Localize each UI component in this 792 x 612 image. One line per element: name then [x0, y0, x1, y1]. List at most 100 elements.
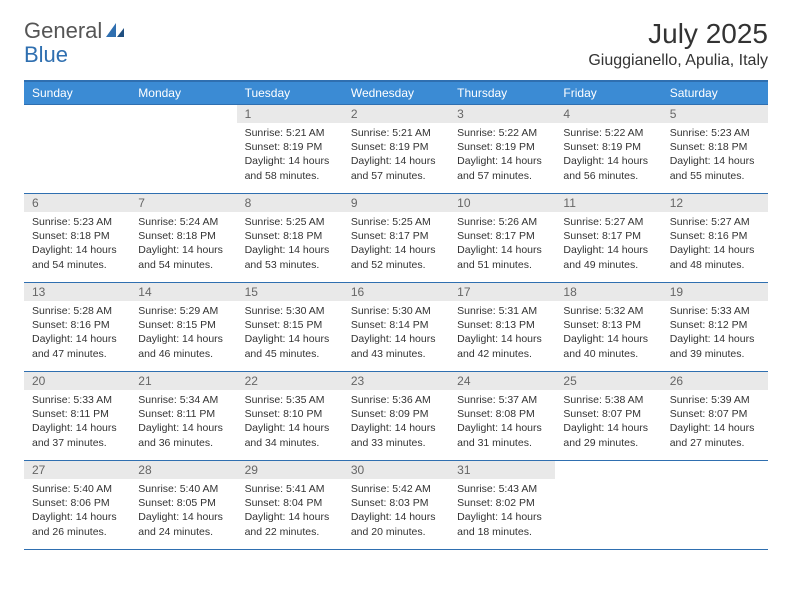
cell-body: Sunrise: 5:37 AMSunset: 8:08 PMDaylight:…: [449, 390, 555, 456]
sunset-text: Sunset: 8:19 PM: [245, 140, 335, 154]
sunrise-text: Sunrise: 5:29 AM: [138, 304, 228, 318]
sunset-text: Sunset: 8:07 PM: [563, 407, 653, 421]
sunset-text: Sunset: 8:02 PM: [457, 496, 547, 510]
calendar-bottom-border: [24, 549, 768, 550]
calendar-cell: 30Sunrise: 5:42 AMSunset: 8:03 PMDayligh…: [343, 461, 449, 549]
daylight-text: Daylight: 14 hours and 39 minutes.: [670, 332, 760, 360]
sunset-text: Sunset: 8:17 PM: [563, 229, 653, 243]
day-header-thu: Thursday: [449, 82, 555, 104]
logo: General: [24, 18, 128, 44]
daylight-text: Daylight: 14 hours and 24 minutes.: [138, 510, 228, 538]
day-number: 17: [449, 283, 555, 301]
sunrise-text: Sunrise: 5:30 AM: [351, 304, 441, 318]
calendar-cell: 27Sunrise: 5:40 AMSunset: 8:06 PMDayligh…: [24, 461, 130, 549]
day-number: 26: [662, 372, 768, 390]
day-number: 8: [237, 194, 343, 212]
calendar-cell: 16Sunrise: 5:30 AMSunset: 8:14 PMDayligh…: [343, 283, 449, 371]
calendar-cell: 29Sunrise: 5:41 AMSunset: 8:04 PMDayligh…: [237, 461, 343, 549]
day-number: 30: [343, 461, 449, 479]
sunset-text: Sunset: 8:13 PM: [457, 318, 547, 332]
day-number: 21: [130, 372, 236, 390]
cell-body: Sunrise: 5:21 AMSunset: 8:19 PMDaylight:…: [237, 123, 343, 189]
daylight-text: Daylight: 14 hours and 58 minutes.: [245, 154, 335, 182]
daylight-text: Daylight: 14 hours and 46 minutes.: [138, 332, 228, 360]
cell-body: Sunrise: 5:39 AMSunset: 8:07 PMDaylight:…: [662, 390, 768, 456]
week-row: 20Sunrise: 5:33 AMSunset: 8:11 PMDayligh…: [24, 371, 768, 460]
sunrise-text: Sunrise: 5:24 AM: [138, 215, 228, 229]
month-title: July 2025: [588, 18, 768, 50]
day-number: 3: [449, 105, 555, 123]
calendar-cell: 7Sunrise: 5:24 AMSunset: 8:18 PMDaylight…: [130, 194, 236, 282]
sunset-text: Sunset: 8:19 PM: [457, 140, 547, 154]
day-header-fri: Friday: [555, 82, 661, 104]
sunrise-text: Sunrise: 5:42 AM: [351, 482, 441, 496]
calendar-cell: [24, 105, 130, 193]
cell-body: Sunrise: 5:25 AMSunset: 8:18 PMDaylight:…: [237, 212, 343, 278]
week-row: 13Sunrise: 5:28 AMSunset: 8:16 PMDayligh…: [24, 282, 768, 371]
calendar-cell: [555, 461, 661, 549]
day-number: 14: [130, 283, 236, 301]
sunset-text: Sunset: 8:18 PM: [138, 229, 228, 243]
daylight-text: Daylight: 14 hours and 27 minutes.: [670, 421, 760, 449]
cell-body: Sunrise: 5:29 AMSunset: 8:15 PMDaylight:…: [130, 301, 236, 367]
sunset-text: Sunset: 8:13 PM: [563, 318, 653, 332]
sunrise-text: Sunrise: 5:33 AM: [670, 304, 760, 318]
calendar-cell: 8Sunrise: 5:25 AMSunset: 8:18 PMDaylight…: [237, 194, 343, 282]
sunset-text: Sunset: 8:08 PM: [457, 407, 547, 421]
calendar-cell: 11Sunrise: 5:27 AMSunset: 8:17 PMDayligh…: [555, 194, 661, 282]
sunset-text: Sunset: 8:19 PM: [563, 140, 653, 154]
cell-body: Sunrise: 5:30 AMSunset: 8:15 PMDaylight:…: [237, 301, 343, 367]
calendar-cell: 6Sunrise: 5:23 AMSunset: 8:18 PMDaylight…: [24, 194, 130, 282]
cell-body: Sunrise: 5:33 AMSunset: 8:11 PMDaylight:…: [24, 390, 130, 456]
daylight-text: Daylight: 14 hours and 22 minutes.: [245, 510, 335, 538]
cell-body: Sunrise: 5:28 AMSunset: 8:16 PMDaylight:…: [24, 301, 130, 367]
day-header-row: Sunday Monday Tuesday Wednesday Thursday…: [24, 82, 768, 104]
sunset-text: Sunset: 8:11 PM: [32, 407, 122, 421]
sunrise-text: Sunrise: 5:36 AM: [351, 393, 441, 407]
day-number: 29: [237, 461, 343, 479]
title-block: July 2025 Giuggianello, Apulia, Italy: [588, 18, 768, 70]
day-number: 20: [24, 372, 130, 390]
calendar-cell: 10Sunrise: 5:26 AMSunset: 8:17 PMDayligh…: [449, 194, 555, 282]
calendar-cell: 28Sunrise: 5:40 AMSunset: 8:05 PMDayligh…: [130, 461, 236, 549]
sunrise-text: Sunrise: 5:41 AM: [245, 482, 335, 496]
daylight-text: Daylight: 14 hours and 48 minutes.: [670, 243, 760, 271]
calendar: Sunday Monday Tuesday Wednesday Thursday…: [24, 80, 768, 550]
day-header-tue: Tuesday: [237, 82, 343, 104]
sunrise-text: Sunrise: 5:35 AM: [245, 393, 335, 407]
week-row: 6Sunrise: 5:23 AMSunset: 8:18 PMDaylight…: [24, 193, 768, 282]
daylight-text: Daylight: 14 hours and 40 minutes.: [563, 332, 653, 360]
sunset-text: Sunset: 8:07 PM: [670, 407, 760, 421]
sunset-text: Sunset: 8:12 PM: [670, 318, 760, 332]
cell-body: Sunrise: 5:32 AMSunset: 8:13 PMDaylight:…: [555, 301, 661, 367]
sunset-text: Sunset: 8:11 PM: [138, 407, 228, 421]
cell-body: Sunrise: 5:34 AMSunset: 8:11 PMDaylight:…: [130, 390, 236, 456]
daylight-text: Daylight: 14 hours and 37 minutes.: [32, 421, 122, 449]
cell-body: Sunrise: 5:23 AMSunset: 8:18 PMDaylight:…: [662, 123, 768, 189]
cell-body: Sunrise: 5:40 AMSunset: 8:06 PMDaylight:…: [24, 479, 130, 545]
sunset-text: Sunset: 8:03 PM: [351, 496, 441, 510]
calendar-cell: 15Sunrise: 5:30 AMSunset: 8:15 PMDayligh…: [237, 283, 343, 371]
daylight-text: Daylight: 14 hours and 18 minutes.: [457, 510, 547, 538]
sunset-text: Sunset: 8:16 PM: [32, 318, 122, 332]
sunrise-text: Sunrise: 5:32 AM: [563, 304, 653, 318]
calendar-cell: [130, 105, 236, 193]
sunrise-text: Sunrise: 5:34 AM: [138, 393, 228, 407]
weeks-container: 1Sunrise: 5:21 AMSunset: 8:19 PMDaylight…: [24, 104, 768, 549]
sunrise-text: Sunrise: 5:33 AM: [32, 393, 122, 407]
daylight-text: Daylight: 14 hours and 43 minutes.: [351, 332, 441, 360]
daylight-text: Daylight: 14 hours and 42 minutes.: [457, 332, 547, 360]
calendar-cell: 24Sunrise: 5:37 AMSunset: 8:08 PMDayligh…: [449, 372, 555, 460]
sunrise-text: Sunrise: 5:23 AM: [32, 215, 122, 229]
daylight-text: Daylight: 14 hours and 54 minutes.: [138, 243, 228, 271]
day-number: 22: [237, 372, 343, 390]
calendar-cell: 2Sunrise: 5:21 AMSunset: 8:19 PMDaylight…: [343, 105, 449, 193]
calendar-cell: 21Sunrise: 5:34 AMSunset: 8:11 PMDayligh…: [130, 372, 236, 460]
calendar-cell: 12Sunrise: 5:27 AMSunset: 8:16 PMDayligh…: [662, 194, 768, 282]
sunset-text: Sunset: 8:09 PM: [351, 407, 441, 421]
calendar-cell: 25Sunrise: 5:38 AMSunset: 8:07 PMDayligh…: [555, 372, 661, 460]
location: Giuggianello, Apulia, Italy: [588, 52, 768, 70]
sunset-text: Sunset: 8:19 PM: [351, 140, 441, 154]
day-number: 4: [555, 105, 661, 123]
day-number: 11: [555, 194, 661, 212]
